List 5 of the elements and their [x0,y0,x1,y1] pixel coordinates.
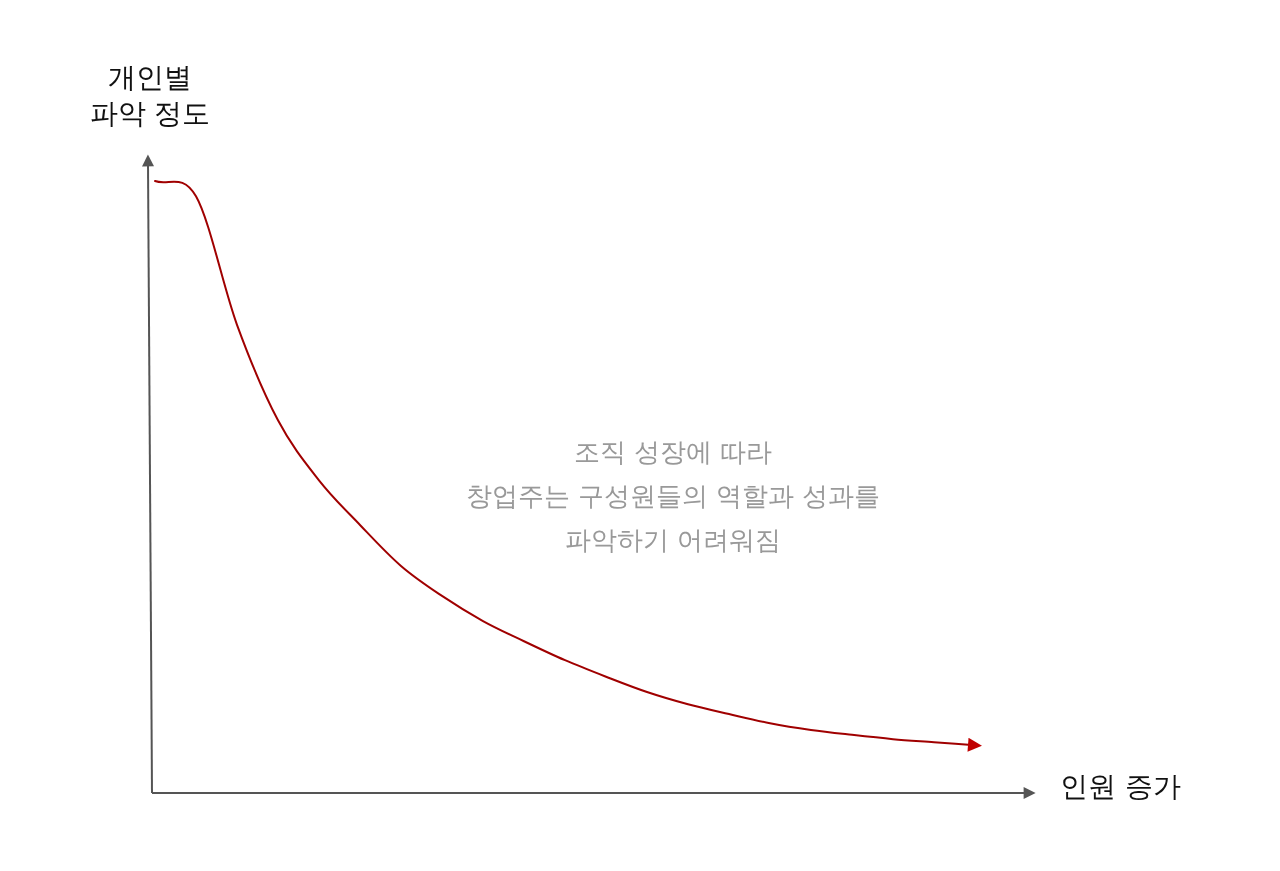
annotation: 창업주는 구성원들의 역할과 성과를 [464,480,882,513]
ylabel: 개인별 파악 정도 [88,60,212,133]
annotation: 파악하기 어려워짐 [563,524,783,557]
xlabel: 인원 증가 [1060,769,1181,805]
annotation: 조직 성장에 따라 [572,436,774,469]
